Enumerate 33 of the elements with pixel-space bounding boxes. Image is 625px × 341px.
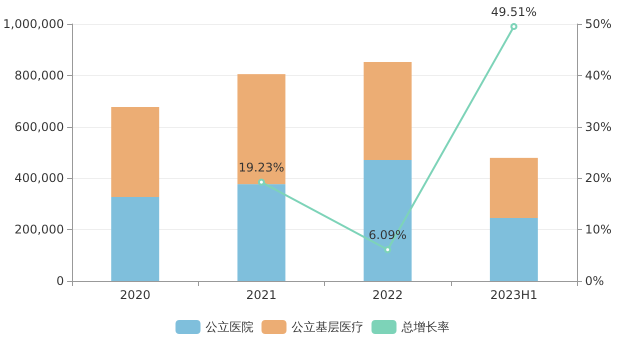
bar — [490, 158, 538, 218]
legend-label: 公立医院 — [206, 320, 254, 334]
data-label: 6.09% — [368, 228, 407, 242]
bar — [111, 196, 160, 281]
y2-tick-label: 40% — [585, 68, 612, 82]
y-tick-label: 0 — [56, 274, 64, 288]
point — [384, 246, 392, 254]
y-tick-label: 400,000 — [14, 171, 64, 186]
x-tick-label: 2021 — [246, 288, 277, 302]
bar — [364, 160, 412, 281]
bar — [364, 62, 412, 160]
y2-tick-label: 30% — [585, 120, 612, 134]
bar — [237, 184, 286, 281]
y2-tick-label: 0% — [585, 274, 604, 288]
x-tick-label: 2023H1 — [490, 288, 538, 302]
y-tick-label: 200,000 — [14, 222, 64, 237]
bar — [490, 218, 538, 281]
bar — [111, 107, 160, 197]
bar — [237, 74, 286, 184]
point — [510, 23, 518, 30]
y2-tick-label: 20% — [585, 171, 612, 186]
legend-label: 总增长率 — [400, 320, 450, 334]
data-label: 19.23% — [238, 160, 284, 175]
data-label: 49.51% — [491, 5, 537, 20]
legend-label: 公立基层医疗 — [292, 320, 364, 334]
y-tick-label: 1,000,000 — [2, 17, 64, 31]
y2-tick-label: 50% — [585, 17, 612, 31]
x-tick-label: 2020 — [120, 288, 150, 302]
y2-tick-label: 10% — [585, 222, 612, 237]
point — [258, 178, 265, 186]
y-tick-label: 600,000 — [14, 120, 64, 134]
y-tick-label: 800,000 — [14, 68, 64, 82]
x-tick-label: 2022 — [372, 288, 403, 302]
